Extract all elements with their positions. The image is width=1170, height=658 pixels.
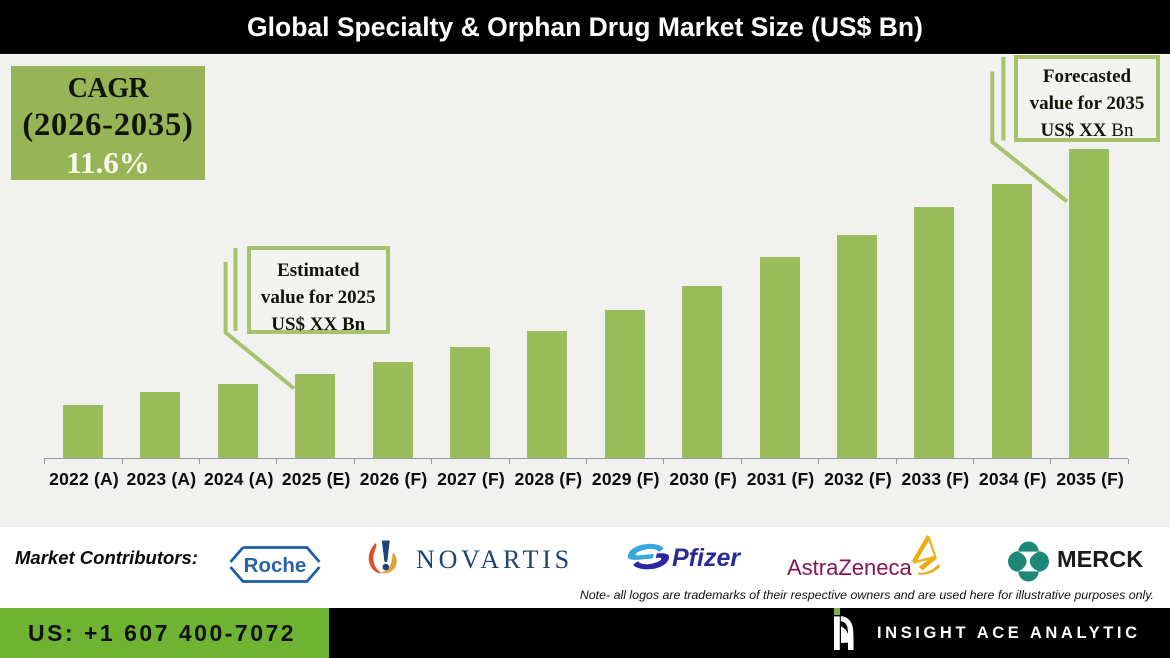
svg-text:Roche: Roche: [244, 554, 307, 577]
